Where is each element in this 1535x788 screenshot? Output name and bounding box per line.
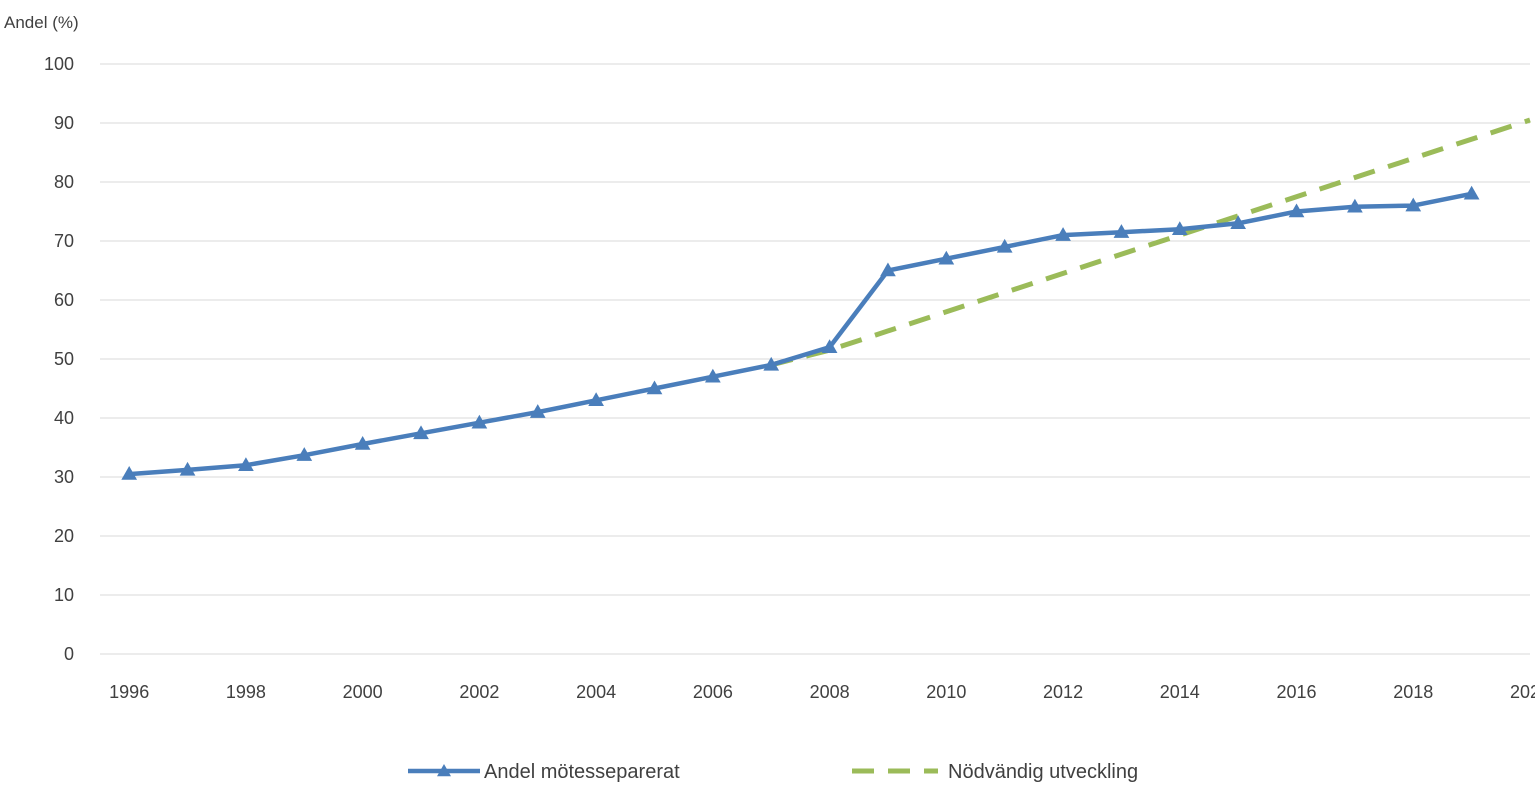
data-point-marker	[704, 368, 721, 383]
data-point-marker	[996, 238, 1013, 253]
data-point-marker	[938, 250, 955, 265]
data-point-marker	[238, 457, 254, 471]
x-tick-label: 2004	[576, 682, 616, 702]
data-point-marker	[1463, 185, 1480, 200]
y-tick-label: 80	[54, 172, 74, 192]
legend-label-1: Nödvändig utveckling	[948, 761, 1138, 783]
y-tick-label: 30	[54, 467, 74, 487]
series-line-0	[129, 191, 1473, 477]
x-tick-label: 2018	[1393, 682, 1433, 702]
y-tick-label: 70	[54, 231, 74, 251]
x-axis-ticks: 1996 1998 2000 2002 2004 2006 2008 2010 2012 2014…	[109, 682, 1535, 702]
x-tick-label: 2020	[1510, 682, 1535, 702]
y-tick-label: 100	[44, 54, 74, 74]
legend: Andel mötesseparerat Nödvändig utveckling	[408, 761, 1138, 783]
data-point-marker	[880, 262, 896, 277]
legend-label-0: Andel mötesseparerat	[484, 761, 680, 783]
data-point-marker	[763, 356, 780, 371]
data-point-marker	[1288, 203, 1305, 218]
x-tick-label: 2010	[926, 682, 966, 702]
data-point-marker	[179, 461, 196, 476]
x-tick-label: 2000	[343, 682, 383, 702]
data-point-marker	[1230, 215, 1247, 230]
x-tick-label: 2008	[810, 682, 850, 702]
x-tick-label: 2012	[1043, 682, 1083, 702]
y-tick-label: 20	[54, 526, 74, 546]
series-line-1	[770, 117, 1531, 368]
data-point-marker	[1405, 197, 1422, 212]
data-point-marker	[1113, 224, 1130, 238]
data-point-marker	[1055, 227, 1071, 241]
x-tick-label: 2016	[1277, 682, 1317, 702]
y-tick-label: 60	[54, 290, 74, 310]
data-point-marker	[296, 447, 313, 461]
data-point-marker	[821, 339, 838, 353]
x-tick-label: 1996	[109, 682, 149, 702]
y-axis-label: Andel (%)	[4, 13, 79, 32]
data-point-marker	[1171, 221, 1188, 235]
series	[121, 117, 1531, 480]
data-point-marker	[1347, 198, 1363, 213]
data-point-marker	[354, 435, 371, 450]
data-point-marker	[121, 466, 138, 480]
legend-marker-0	[437, 764, 451, 777]
data-point-marker	[413, 425, 429, 440]
gridlines	[100, 63, 1530, 655]
y-tick-label: 10	[54, 585, 74, 605]
data-point-marker	[588, 392, 604, 407]
y-tick-label: 50	[54, 349, 74, 369]
data-point-marker	[529, 404, 546, 418]
x-tick-label: 1998	[226, 682, 266, 702]
x-tick-label: 2006	[693, 682, 733, 702]
y-tick-label: 40	[54, 408, 74, 428]
y-axis-ticks: 0 10 20 30 40 50 60 70 80 90 100	[44, 54, 74, 664]
x-tick-label: 2014	[1160, 682, 1200, 702]
y-tick-label: 90	[54, 113, 74, 133]
data-point-marker	[471, 414, 488, 429]
x-tick-label: 2002	[459, 682, 499, 702]
y-tick-label: 0	[64, 644, 74, 664]
data-point-marker	[646, 380, 663, 395]
